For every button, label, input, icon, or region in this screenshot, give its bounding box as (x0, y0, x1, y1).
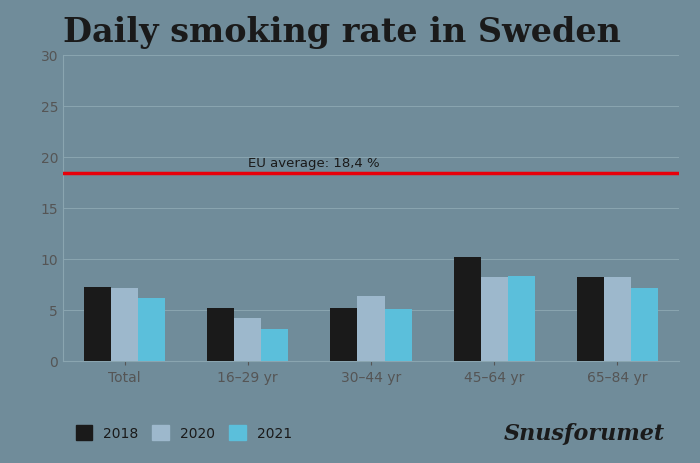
Bar (84, 288, 111, 361)
Bar (234, 319, 261, 361)
Bar (604, 278, 631, 361)
Bar (358, 296, 384, 361)
Text: EU average: 18,4 %: EU average: 18,4 % (248, 156, 379, 169)
Text: Daily smoking rate in Sweden: Daily smoking rate in Sweden (63, 16, 621, 49)
Bar (454, 257, 481, 361)
Text: Snusforumet: Snusforumet (504, 423, 665, 444)
Bar (138, 298, 165, 361)
Bar (631, 289, 658, 361)
Bar (207, 308, 234, 361)
Legend: 2018, 2020, 2021: 2018, 2020, 2021 (70, 420, 298, 446)
Bar (330, 308, 358, 361)
Bar (111, 289, 138, 361)
Bar (261, 330, 288, 361)
Bar (577, 278, 604, 361)
Bar (481, 278, 508, 361)
Bar (508, 276, 535, 361)
Bar (384, 309, 412, 361)
